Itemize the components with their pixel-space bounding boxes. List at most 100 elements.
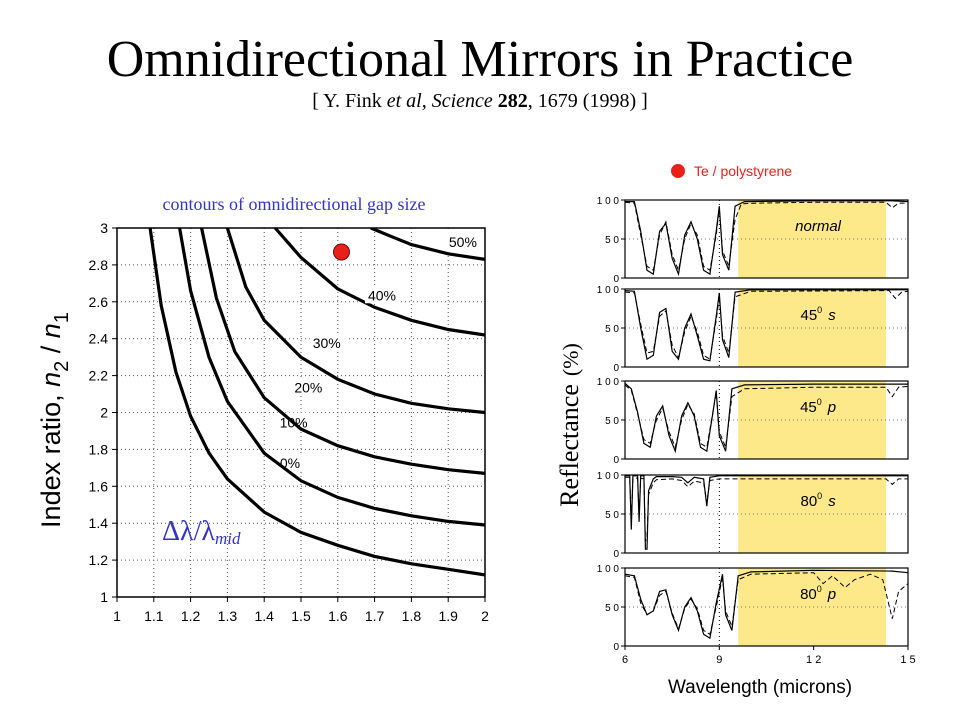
panel-degree: 0 <box>817 397 822 407</box>
citation-rest: , 1679 (1998) ] <box>527 90 648 112</box>
contour-line <box>225 228 485 415</box>
contour-label: 40% <box>368 287 396 303</box>
y-tick-label: 2.2 <box>89 368 109 384</box>
contour-chart-title: contours of omnidirectional gap size <box>163 194 426 214</box>
panel-polarization: s <box>828 307 836 324</box>
annotation-sub: mid <box>215 529 241 548</box>
contour-y-axis-label: Index ratio, n2 / n1 <box>36 312 73 528</box>
contour-line <box>200 228 485 475</box>
high-reflectance-band <box>738 475 886 553</box>
panel-label: 450 s <box>800 305 836 324</box>
high-reflectance-band <box>738 200 886 278</box>
y-tick-label: 5 0 <box>605 324 619 335</box>
contour-label-bg <box>291 377 328 396</box>
theory-curve <box>624 384 909 450</box>
citation-open: [ Y. Fink <box>312 90 387 112</box>
panel-label: 450 p <box>800 397 836 416</box>
contour-line <box>148 228 485 577</box>
y-tick-label: 5 0 <box>605 416 619 427</box>
contour-line <box>370 228 485 261</box>
y-tick-label: 2 <box>100 405 108 421</box>
te-polystyrene-design-point <box>332 243 350 261</box>
panel-degree: 0 <box>817 584 822 594</box>
high-reflectance-band <box>738 289 886 367</box>
high-reflectance-band <box>738 568 886 646</box>
gap-size-annotation: Δλ/λmid <box>162 516 241 548</box>
y-tick-label: 1.4 <box>89 515 109 531</box>
x-tick-label: 1.4 <box>254 608 274 624</box>
theory-curve <box>624 290 909 361</box>
x-tick-label: 1 <box>113 608 121 624</box>
contour-plot-area: 1 1.1 1.2 1.3 1.4 1.5 1.6 1.7 1.8 1.9 2 1 1.2 1.4 1.6 1… <box>89 220 490 624</box>
panel-polarization: p <box>827 399 836 416</box>
reflectance-panel: 0 5 0 1 0 0 450 s <box>597 285 909 374</box>
contour-label-bg <box>445 231 482 250</box>
x-tick-label: 1 2 <box>806 654 821 666</box>
y-tick-label: 1.8 <box>89 441 109 457</box>
y-tick-label: 5 0 <box>605 603 619 614</box>
x-tick-label: 1 5 <box>900 654 915 666</box>
x-tick-label: 2 <box>481 608 489 624</box>
citation: [ Y. Fink et al, Science 282, 1679 (1998… <box>0 90 960 113</box>
y-tick-label: 1.6 <box>89 478 109 494</box>
high-reflectance-band <box>738 381 886 459</box>
x-tick-label: 9 <box>716 654 722 666</box>
measured-curve <box>624 289 908 362</box>
y-tick-label: 1 0 0 <box>597 377 620 388</box>
y-tick-label: 1 0 0 <box>597 471 620 482</box>
y-tick-label: 3 <box>100 220 108 236</box>
measured-curve <box>625 200 909 277</box>
contour-line <box>178 228 485 527</box>
x-tick-label: 1.5 <box>291 608 311 624</box>
y-tick-label: 0 <box>613 642 619 653</box>
reflectance-y-axis-label: Reflectance (%) <box>555 343 584 507</box>
panel-polarization: s <box>828 493 836 510</box>
y-tick-label: 1 <box>100 589 108 605</box>
ylabel-sub1: 1 <box>51 312 73 323</box>
y-tick-label: 1 0 0 <box>597 564 620 575</box>
y-tick-label: 0 <box>613 549 619 560</box>
x-tick-label: 1.2 <box>181 608 201 624</box>
y-tick-label: 5 0 <box>605 235 619 246</box>
reflectance-chart-title: Te / polystyrene <box>694 163 792 179</box>
y-tick-label: 0 <box>613 455 619 466</box>
y-tick-label: 0 <box>613 274 619 285</box>
citation-journal: Science <box>431 90 493 112</box>
x-tick-label: 1.6 <box>328 608 348 624</box>
panel-degree: 0 <box>817 491 822 501</box>
x-tick-label: 1.7 <box>365 608 385 624</box>
x-tick-label: 6 <box>622 654 628 666</box>
panel-label: 800 s <box>800 491 836 510</box>
y-tick-label: 2.6 <box>89 294 109 310</box>
x-tick-label: 1.8 <box>402 608 422 624</box>
panel-angle: 45 <box>800 399 817 416</box>
y-tick-label: 5 0 <box>605 510 619 521</box>
y-tick-label: 1 0 0 <box>597 285 620 296</box>
citation-comma: , <box>421 90 432 112</box>
measured-curve <box>624 382 908 454</box>
contour-label-bg <box>309 333 346 352</box>
panel-angle: 80 <box>800 586 817 603</box>
contour-line <box>273 228 485 337</box>
ylabel-n1: n <box>36 323 66 338</box>
ylabel-prefix: Index ratio, <box>36 387 66 528</box>
x-tick-label: 1.1 <box>144 608 164 624</box>
y-tick-label: 1 0 0 <box>597 196 620 207</box>
y-tick-label: 2.4 <box>89 331 109 347</box>
panel-angle: 80 <box>800 493 817 510</box>
te-polystyrene-marker-icon <box>671 164 685 178</box>
page-title: Omnidirectional Mirrors in Practice <box>106 31 854 88</box>
panel-polarization: p <box>827 586 836 603</box>
panel-degree: 0 <box>817 305 822 315</box>
contour-label: 20% <box>294 380 322 396</box>
citation-volume: 282 <box>497 90 528 112</box>
measured-curve <box>625 475 908 550</box>
ylabel-sub2: 2 <box>51 361 73 372</box>
ylabel-n2: n <box>36 372 66 387</box>
panel-label: 800 p <box>800 584 836 603</box>
